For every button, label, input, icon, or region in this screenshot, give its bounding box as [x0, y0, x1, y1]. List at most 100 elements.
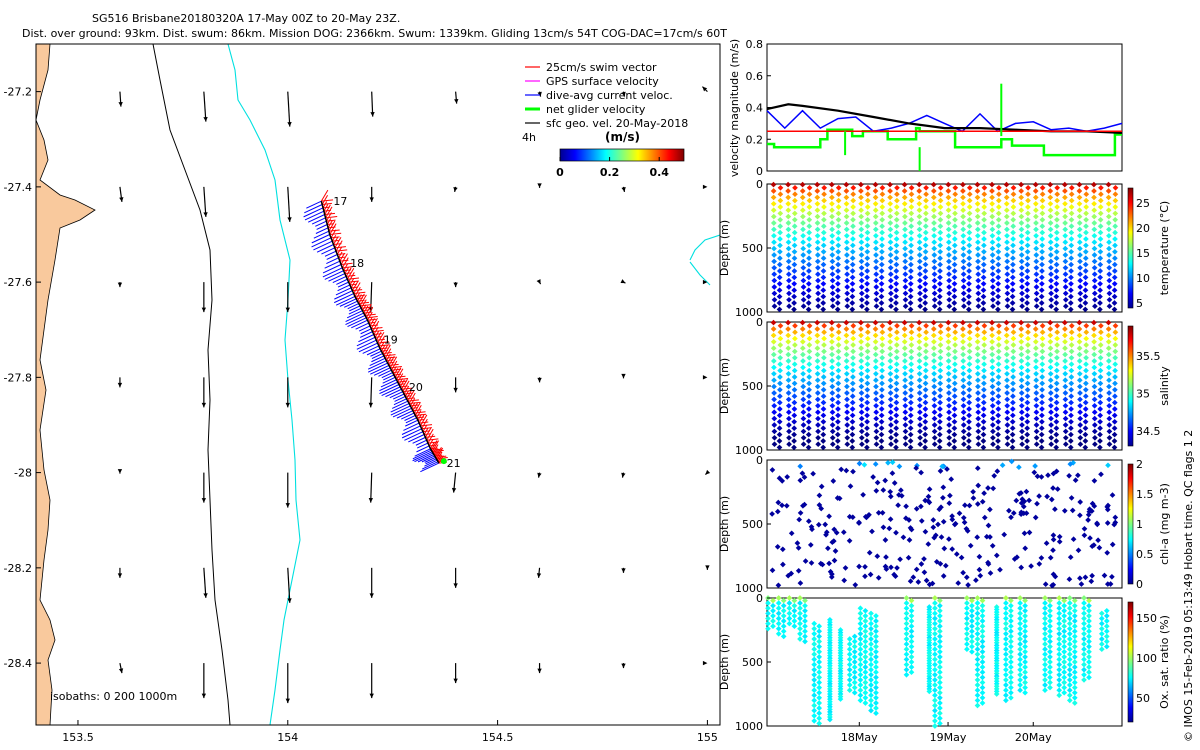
- data-point: [989, 326, 995, 332]
- data-point: [918, 503, 924, 510]
- data-point: [989, 271, 996, 278]
- data-point: [777, 216, 784, 223]
- data-point: [862, 563, 868, 570]
- data-point: [989, 194, 995, 201]
- data-point: [1112, 191, 1119, 198]
- data-point: [1106, 383, 1112, 390]
- data-point: [780, 597, 787, 604]
- data-point: [1038, 474, 1045, 480]
- data-point: [1061, 613, 1068, 619]
- data-point: [983, 533, 990, 540]
- data-point: [851, 679, 858, 686]
- data-point: [932, 666, 938, 673]
- data-point: [834, 300, 841, 306]
- data-point: [974, 666, 981, 673]
- swim-vector: [369, 318, 375, 327]
- data-point: [786, 595, 793, 601]
- data-point: [1082, 386, 1089, 393]
- arrow-shaft: [287, 186, 291, 222]
- data-point: [785, 264, 792, 271]
- data-point: [862, 638, 869, 645]
- data-point: [937, 367, 944, 374]
- data-point: [903, 625, 910, 632]
- data-point: [922, 380, 929, 387]
- data-point: [951, 425, 958, 432]
- current-vector: [324, 270, 344, 280]
- data-point: [765, 605, 771, 612]
- data-point: [1109, 541, 1116, 548]
- data-point: [1033, 220, 1039, 226]
- data-point: [1042, 605, 1048, 612]
- data-point: [872, 181, 879, 188]
- oxygen_section-colorbar-label: Ox. sat. ratio (%): [1158, 615, 1171, 709]
- data-point: [797, 615, 803, 622]
- data-point: [1033, 271, 1040, 278]
- data-point: [864, 287, 870, 294]
- data-point: [799, 200, 806, 207]
- geo-velocity-arrow: [203, 567, 208, 598]
- data-point: [989, 358, 996, 364]
- data-point: [966, 216, 973, 223]
- data-point: [966, 300, 972, 306]
- data-point: [880, 524, 887, 531]
- swim-vector: [388, 356, 395, 366]
- data-point: [902, 383, 908, 390]
- data-point: [820, 236, 827, 242]
- data-point: [989, 258, 996, 265]
- data-point: [981, 229, 987, 236]
- data-point: [1068, 425, 1074, 432]
- data-point: [1071, 700, 1078, 706]
- data-point: [1061, 684, 1068, 691]
- data-point: [872, 200, 879, 207]
- data-point: [917, 409, 923, 416]
- data-point: [811, 702, 818, 709]
- arrow-head: [702, 184, 708, 190]
- data-point: [1091, 542, 1097, 548]
- data-point: [980, 438, 987, 444]
- data-point: [844, 422, 851, 428]
- data-point: [1010, 348, 1017, 355]
- data-point: [979, 694, 986, 701]
- data-point: [902, 402, 909, 409]
- data-point: [1039, 386, 1045, 393]
- arrow-head: [537, 183, 542, 188]
- data-point: [879, 354, 886, 361]
- data-point: [893, 242, 900, 249]
- data-point: [1003, 351, 1010, 358]
- data-point: [1081, 605, 1087, 612]
- arrow-head: [702, 279, 708, 285]
- data-point: [873, 271, 880, 278]
- data-point: [776, 300, 783, 306]
- data-point: [1047, 338, 1054, 345]
- data-point: [1047, 188, 1054, 194]
- data-point: [1062, 358, 1068, 364]
- data-point: [937, 380, 944, 387]
- data-point: [1091, 477, 1098, 484]
- current-vector: [347, 303, 359, 310]
- data-point: [1003, 682, 1009, 688]
- data-point: [1070, 536, 1077, 543]
- current-vector: [360, 328, 372, 335]
- current-vector: [356, 339, 377, 350]
- data-point: [1033, 428, 1040, 435]
- data-point: [1105, 188, 1112, 194]
- data-point: [1042, 600, 1048, 606]
- data-point: [1081, 651, 1087, 658]
- data-point: [937, 393, 943, 400]
- data-point: [873, 623, 879, 630]
- data-point: [1081, 641, 1087, 647]
- data-point: [1042, 682, 1048, 688]
- data-point: [989, 245, 996, 252]
- geo-velocity-arrow: [203, 91, 208, 122]
- data-point: [1112, 184, 1119, 191]
- data-point: [946, 258, 952, 265]
- data-point: [879, 191, 886, 198]
- data-point: [1061, 689, 1068, 696]
- chla_section-ytick-label: 0: [756, 454, 763, 467]
- data-point: [922, 374, 929, 380]
- data-point: [1024, 374, 1031, 380]
- time-step-label: 4h: [522, 131, 536, 144]
- data-point: [887, 245, 894, 252]
- data-point: [791, 261, 798, 268]
- swim-vector: [372, 329, 384, 333]
